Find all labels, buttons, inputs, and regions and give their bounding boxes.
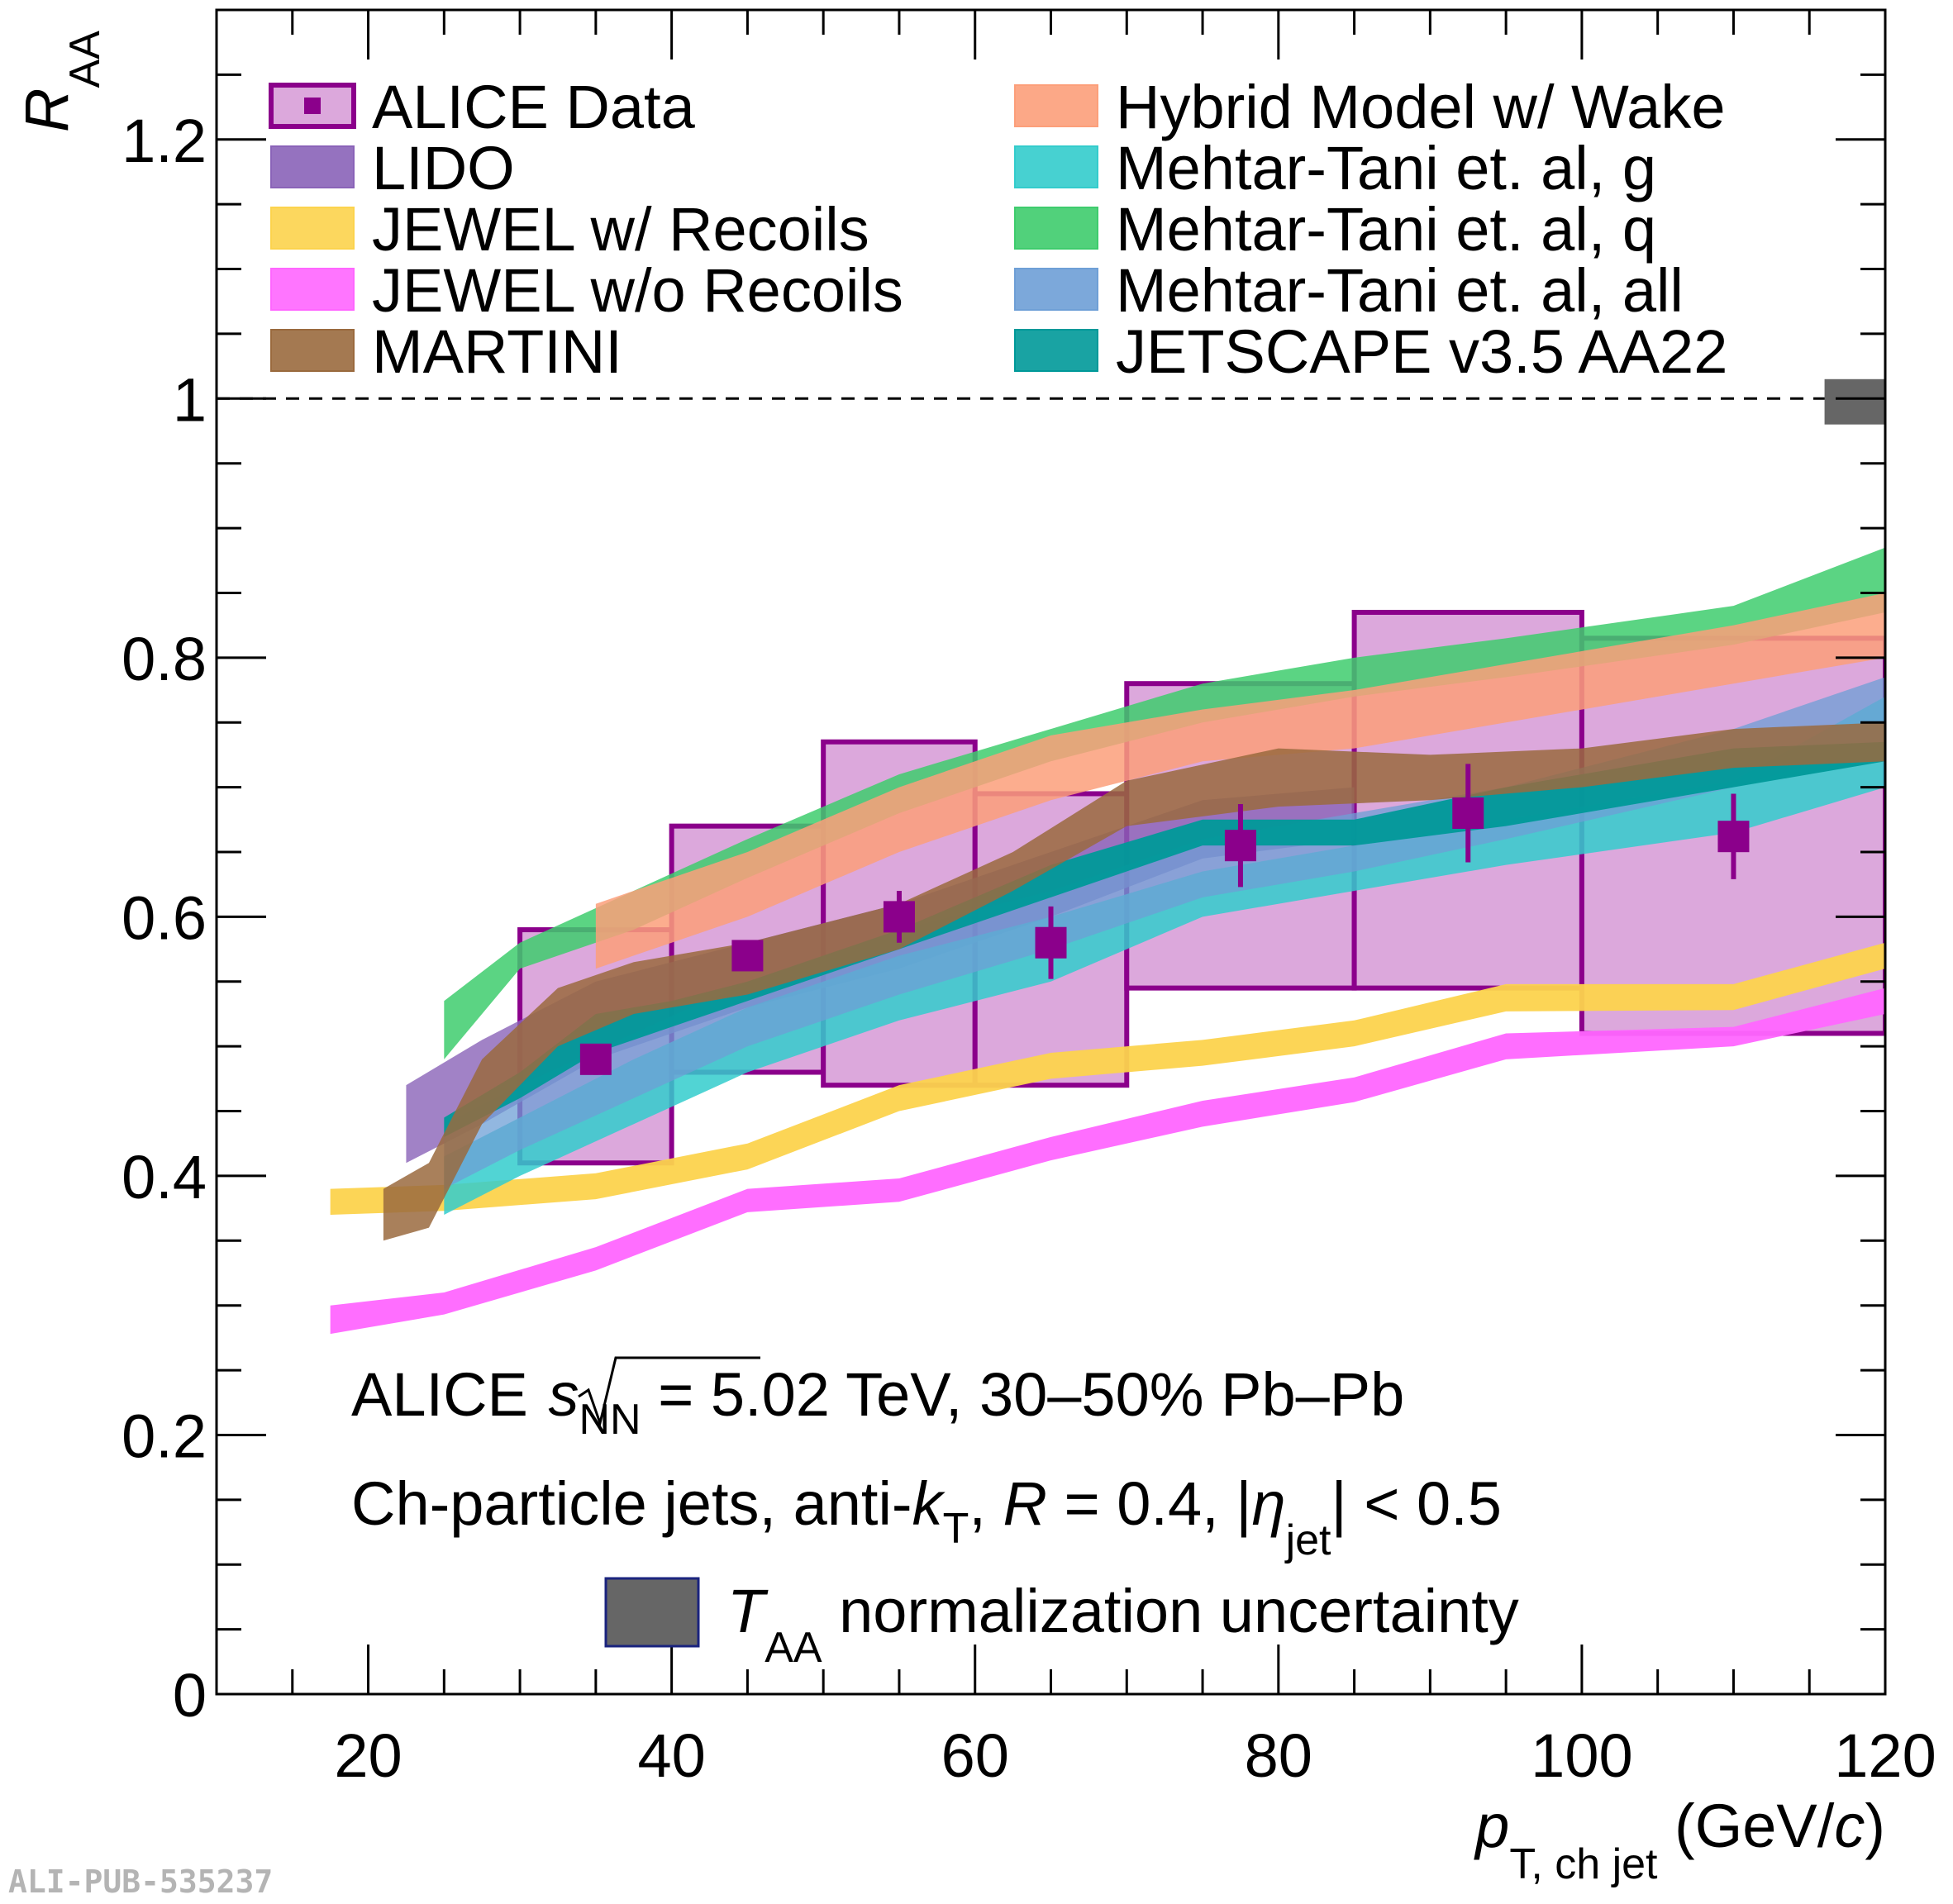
y-axis-title-sub: AA [61, 31, 109, 88]
y-tick-label-4: 0.8 [121, 625, 207, 693]
y-axis-title: RAA [12, 31, 109, 132]
x-axis-title-main: p [1474, 1792, 1509, 1860]
band-jetscape-v3-5-aa22 [444, 741, 1885, 1137]
x-axis-title-sub: T, ch jet [1509, 1840, 1658, 1888]
y-tick-label-2: 0.4 [121, 1143, 207, 1211]
x-axis-title-unit-pre: (GeV/ [1658, 1792, 1835, 1860]
band-jewel-w-o-recoils [330, 988, 1885, 1335]
legend-marker-alice-data [304, 98, 321, 114]
y-axis-title-main: R [12, 88, 81, 132]
legend-label-jetscape-v3-5-aa22: JETSCAPE v3.5 AA22 [1116, 317, 1727, 386]
legend-swatch-jetscape-v3-5-aa22 [1014, 329, 1098, 372]
alice-data-points [579, 764, 1750, 1075]
band-martini [383, 722, 1885, 1241]
x-tick-label-120: 120 [1834, 1721, 1936, 1790]
legend-label-mehtar-tani-et-al-g: Mehtar-Tani et. al, g [1116, 134, 1656, 202]
legend-label-martini: MARTINI [372, 317, 622, 386]
x-tick-label-100: 100 [1531, 1721, 1632, 1790]
y-tick-label-5: 1 [173, 365, 207, 434]
sqrt-sign-icon [578, 1356, 760, 1428]
y-tick-label-1: 0.2 [121, 1402, 207, 1470]
data-point-4 [1224, 830, 1256, 862]
jet-selection-label: Ch-particle jets, anti-kT, R = 0.4, |ηje… [351, 1469, 1502, 1564]
legend-swatch-mehtar-tani-et-al-q [1014, 207, 1098, 250]
y-tick-label-3: 0.6 [121, 883, 207, 952]
x-axis-title-unit-c: c [1834, 1792, 1865, 1860]
band-hybrid-model-w-wake [595, 593, 1885, 969]
legend-label-jewel-w-recoils: JEWEL w/ Recoils [372, 195, 869, 264]
data-point-2 [883, 901, 915, 933]
data-point-3 [1035, 926, 1067, 959]
y-tick-label-6: 1.2 [121, 107, 207, 175]
taa-normalization-box [1824, 378, 1885, 425]
legend-label-mehtar-tani-et-al-q: Mehtar-Tani et. al, q [1116, 195, 1656, 264]
legend-swatch-mehtar-tani-et-al-all [1014, 268, 1098, 311]
x-tick-label-60: 60 [941, 1721, 1009, 1790]
legend-label-hybrid-model-w-wake: Hybrid Model w/ Wake [1116, 73, 1725, 141]
legend-swatch-lido [270, 145, 355, 188]
x-tick-label-80: 80 [1245, 1721, 1312, 1790]
legend-swatch-martini [270, 329, 355, 372]
data-point-1 [731, 940, 764, 972]
legend-swatch-jewel-w-recoils [270, 207, 355, 250]
taa-legend-swatch [604, 1577, 700, 1648]
collision-system-label: ALICE sNN = 5.02 TeV, 30–50% Pb–Pb [351, 1360, 1404, 1444]
taa-legend-label: TAA normalization uncertainty [727, 1577, 1519, 1672]
y-tick-label-0: 0 [173, 1661, 207, 1730]
axis-ticks: 20 40 60 80 100 120 0 0.2 0.4 0.6 0.8 1 1.2 [121, 10, 1936, 1790]
legend-label-lido: LIDO [372, 134, 515, 202]
data-point-5 [1452, 797, 1484, 829]
x-tick-label-20: 20 [334, 1721, 402, 1790]
legend-swatch-jewel-w-o-recoils [270, 268, 355, 311]
legend-label-mehtar-tani-et-al-all: Mehtar-Tani et. al, all [1116, 256, 1684, 325]
watermark: ALI-PUB-535237 [8, 1864, 273, 1900]
sqrt-s-symbol: s [548, 1360, 579, 1429]
legend-label-alice-data: ALICE Data [372, 73, 696, 141]
band-jewel-w-recoils [330, 942, 1885, 1215]
x-axis-title-unit-post: ) [1865, 1792, 1885, 1860]
legend-label-jewel-w-o-recoils: JEWEL w/o Recoils [372, 256, 903, 325]
data-point-0 [579, 1043, 612, 1075]
x-axis-title: pT, ch jet (GeV/c) [1474, 1792, 1885, 1888]
data-point-6 [1717, 821, 1750, 853]
legend-swatch-hybrid-model-w-wake [1014, 84, 1098, 127]
legend-swatch-mehtar-tani-et-al-g [1014, 145, 1098, 188]
x-tick-label-40: 40 [637, 1721, 705, 1790]
